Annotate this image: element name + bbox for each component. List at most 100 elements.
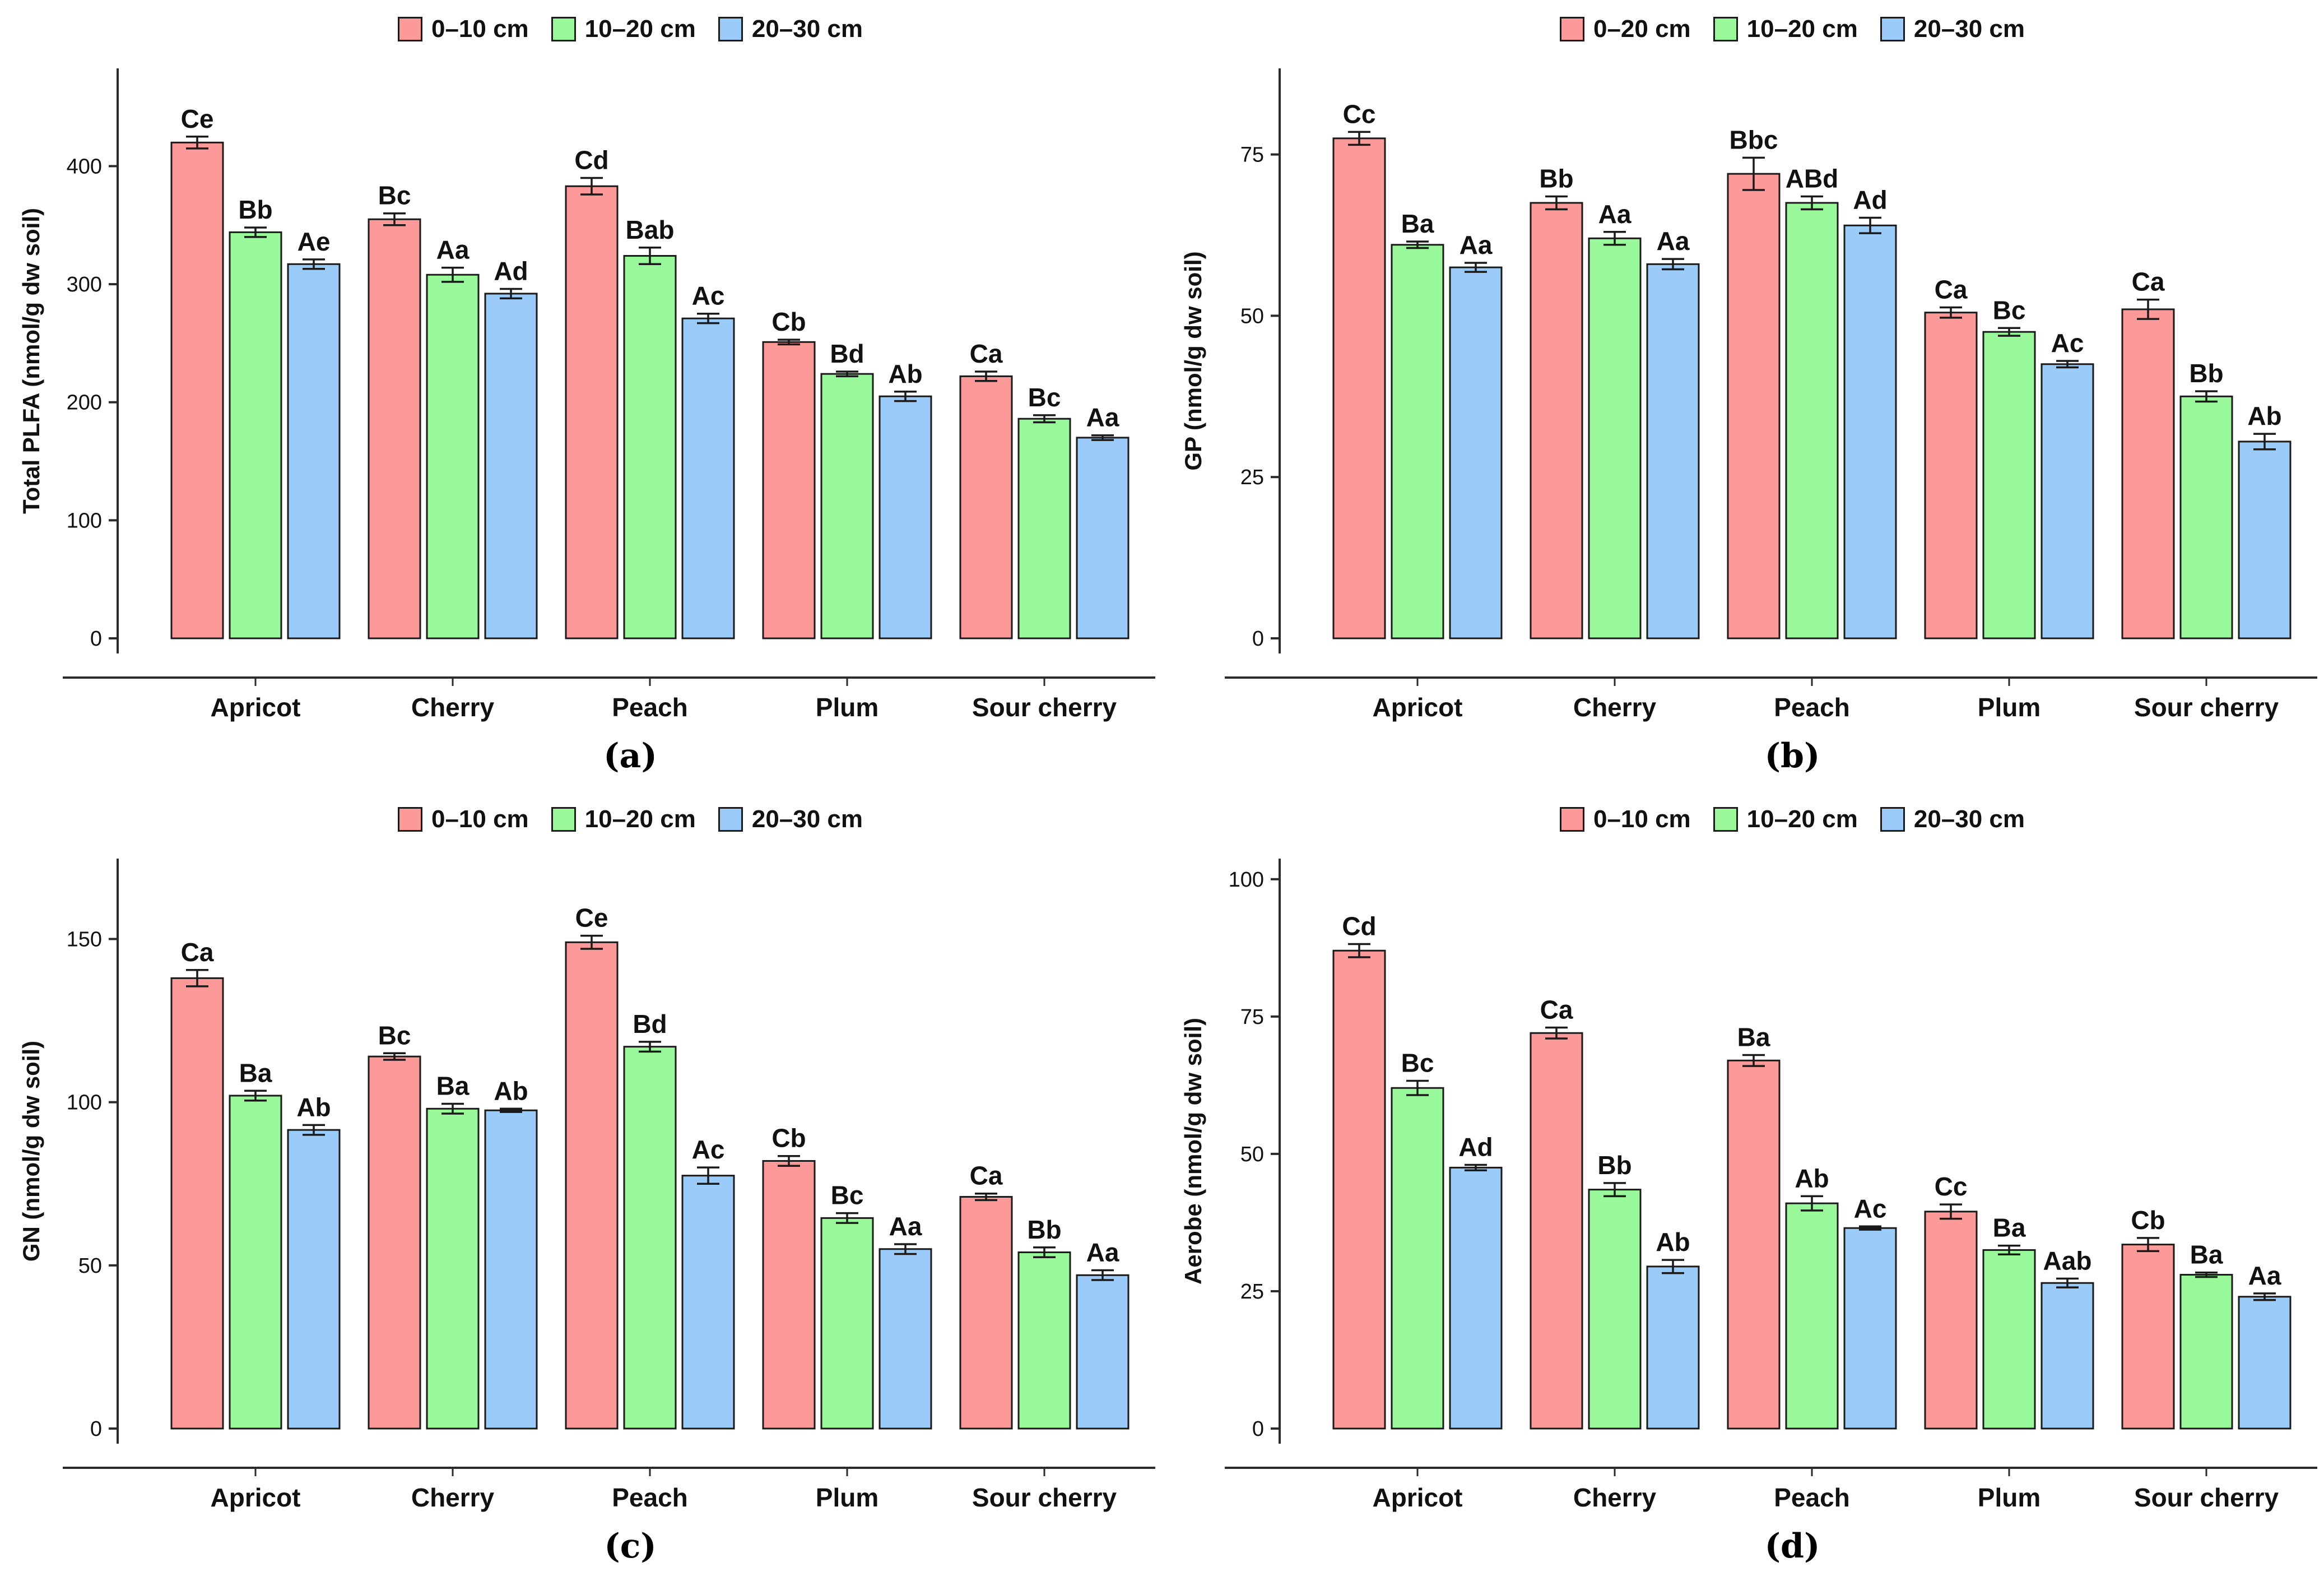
legend-swatch xyxy=(1880,807,1905,832)
x-category-label: Plum xyxy=(1978,1483,2041,1512)
significance-label: Ca xyxy=(1540,995,1573,1024)
legend-item: 20–30 cm xyxy=(1880,15,2025,43)
bar xyxy=(1843,1227,1897,1430)
bar xyxy=(623,255,677,639)
bar xyxy=(565,185,619,639)
bar xyxy=(820,1217,874,1430)
x-category-label: Plum xyxy=(816,1483,879,1512)
significance-label: Cb xyxy=(771,307,806,336)
x-category-label: Peach xyxy=(1774,693,1850,722)
legend-label: 0–20 cm xyxy=(1593,15,1691,43)
panel-d: 0–10 cm 10–20 cm 20–30 cm 0 25 50 75 100 Aerobe… xyxy=(1162,790,2324,1581)
significance-label: Ba xyxy=(1737,1022,1770,1051)
bar xyxy=(1530,202,1583,639)
bar xyxy=(1843,224,1897,639)
panel-letter-b: (b) xyxy=(1764,736,1820,776)
significance-label: Bc xyxy=(1028,383,1061,412)
panel-c: 0–10 cm 10–20 cm 20–30 cm 0 50 100 150 GN (nmo… xyxy=(0,790,1162,1581)
bar xyxy=(762,1160,816,1430)
significance-label: Ab xyxy=(2247,401,2281,430)
legend-item: 10–20 cm xyxy=(551,805,696,833)
legend-swatch xyxy=(397,17,422,41)
legend-label: 10–20 cm xyxy=(584,805,696,833)
y-tick-label: 75 xyxy=(1240,1005,1264,1029)
legend-label: 20–30 cm xyxy=(1913,805,2025,833)
x-category-label: Plum xyxy=(816,693,879,722)
significance-label: Bb xyxy=(1027,1215,1061,1244)
bar xyxy=(1982,1249,2036,1430)
x-category-label: Apricot xyxy=(211,1483,301,1512)
bar xyxy=(1076,437,1130,639)
legend-label: 10–20 cm xyxy=(1746,805,1858,833)
x-category-label: Cherry xyxy=(411,1483,495,1512)
bar xyxy=(2179,395,2233,639)
significance-label: Bb xyxy=(238,195,272,224)
bar xyxy=(1449,1166,1503,1430)
y-tick-label: 100 xyxy=(1229,868,1264,892)
legend-swatch xyxy=(551,807,576,832)
bar xyxy=(623,1046,677,1430)
bar xyxy=(1727,1059,1781,1430)
bar xyxy=(2041,363,2094,639)
significance-label: Bbc xyxy=(1730,125,1778,154)
bar-chart-total-plfa: 0 100 200 300 400 Total PLFA (nmol/g dw soil)… xyxy=(18,68,1155,722)
bar xyxy=(229,1095,282,1430)
bar xyxy=(1332,949,1386,1430)
bar xyxy=(484,293,538,639)
significance-label: Ac xyxy=(1854,1194,1887,1223)
y-axis-label: GN (nmol/g dw soil) xyxy=(18,1041,44,1262)
bar xyxy=(2238,441,2292,639)
legend-swatch xyxy=(1880,17,1905,41)
significance-label: Aa xyxy=(436,235,470,265)
significance-label: Bd xyxy=(633,1009,667,1038)
bar xyxy=(1332,137,1386,639)
y-tick-label: 50 xyxy=(1240,1143,1264,1166)
y-tick-label: 100 xyxy=(67,1091,102,1115)
bar xyxy=(1727,173,1781,639)
significance-label: Bb xyxy=(1597,1151,1632,1180)
y-tick-label: 0 xyxy=(90,1417,102,1441)
significance-label: Ad xyxy=(1458,1133,1493,1162)
significance-label: Ba xyxy=(436,1072,470,1101)
bar xyxy=(1924,1211,1978,1430)
y-axis-label: Total PLFA (nmol/g dw soil) xyxy=(18,208,44,514)
legend-item: 0–10 cm xyxy=(397,805,529,833)
legend-swatch xyxy=(397,807,422,832)
bar xyxy=(2041,1282,2094,1430)
significance-label: Ba xyxy=(239,1058,272,1087)
significance-label: Aa xyxy=(1657,226,1690,256)
legend-label: 20–30 cm xyxy=(751,15,863,43)
significance-label: Aa xyxy=(1598,200,1632,229)
legend-panel-d: 0–10 cm 10–20 cm 20–30 cm xyxy=(1162,790,2324,849)
significance-label: Ac xyxy=(692,281,725,310)
significance-label: Bc xyxy=(1401,1049,1434,1078)
significance-label: Aa xyxy=(1086,1238,1119,1267)
legend-label: 20–30 cm xyxy=(1913,15,2025,43)
legend-item: 0–10 cm xyxy=(1559,805,1691,833)
x-category-label: Sour cherry xyxy=(2134,1483,2279,1512)
bar xyxy=(1646,1265,1700,1430)
significance-label: Bab xyxy=(626,215,675,244)
significance-label: Cd xyxy=(574,146,608,175)
legend-label: 10–20 cm xyxy=(584,15,696,43)
significance-label: Ae xyxy=(298,227,331,256)
bar xyxy=(287,263,341,639)
x-category-label: Apricot xyxy=(1373,1483,1463,1512)
y-tick-label: 100 xyxy=(67,509,102,532)
significance-label: Bc xyxy=(378,181,411,210)
legend-swatch xyxy=(718,17,743,41)
significance-label: Cd xyxy=(1342,911,1376,940)
significance-label: Ca xyxy=(970,1161,1003,1190)
bar xyxy=(1391,1087,1444,1430)
significance-label: Ab xyxy=(1795,1163,1829,1193)
legend-swatch xyxy=(1559,17,1584,41)
significance-label: Ab xyxy=(296,1092,331,1121)
significance-label: Ab xyxy=(494,1076,528,1105)
significance-label: Aab xyxy=(2043,1246,2092,1275)
legend-item: 20–30 cm xyxy=(1880,805,2025,833)
legend-label: 20–30 cm xyxy=(751,805,863,833)
bar xyxy=(879,1248,932,1430)
x-category-label: Sour cherry xyxy=(972,693,1117,722)
bar xyxy=(1076,1274,1130,1430)
legend-swatch xyxy=(1713,17,1738,41)
